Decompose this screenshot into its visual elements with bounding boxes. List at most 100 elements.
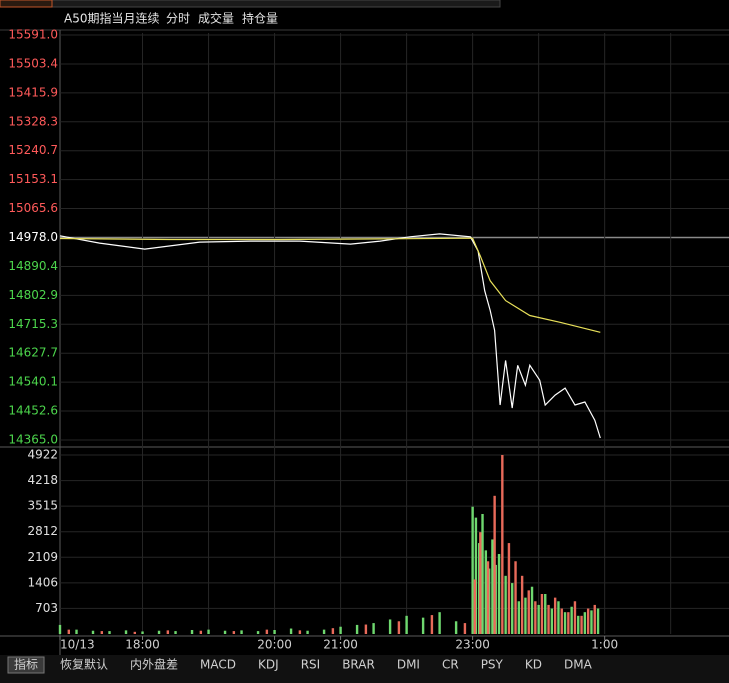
top-tab-active [0,0,53,8]
y-tick-label: 4218 [27,473,58,487]
bottom-tab[interactable]: RSI [301,658,321,672]
header-tab[interactable]: 持仓量 [242,11,278,26]
y-tick-label: 703 [35,601,58,615]
bottom-tab[interactable]: MACD [200,658,236,672]
volume-bar [497,553,501,634]
volume-bar [430,615,434,634]
volume-bar [583,612,587,634]
bottom-tab[interactable]: 内外盘差 [130,657,178,672]
y-tick-label: 14802.9 [8,288,58,302]
y-tick-label: 14365.0 [8,433,58,447]
volume-bar [166,630,170,634]
volume-bar [507,543,511,634]
volume-bar [124,630,128,634]
volume-bar [563,612,567,634]
y-tick-label: 2109 [27,550,58,564]
bottom-tab[interactable]: 恢复默认 [60,657,108,672]
bottom-tab[interactable]: KDJ [258,658,279,672]
volume-bar [534,601,537,634]
volume-bar [388,619,392,634]
x-tick-label: 18:00 [125,638,160,652]
y-tick-label: 15328.3 [8,114,58,128]
volume-bar [364,624,368,634]
price-line [59,237,601,333]
y-tick-label: 15240.7 [8,143,58,157]
header-tab[interactable]: 成交量 [198,11,234,26]
bottom-tab[interactable]: CR [442,658,459,672]
volume-bar [174,631,177,634]
volume-bar [580,615,583,634]
y-tick-label: 15591.0 [8,28,58,42]
volume-bar [339,626,342,634]
header-tab[interactable]: 分时 [166,12,190,26]
y-tick-label: 3515 [27,499,58,513]
volume-bar [199,630,203,634]
y-tick-label: 4922 [27,448,58,462]
bottom-tab-active [7,656,45,674]
volume-bar [306,630,309,634]
volume-bar [486,561,490,634]
volume-bar [577,615,580,634]
y-tick-label: 14627.7 [8,346,58,360]
volume-bar [517,601,521,634]
volume-bar [530,586,534,634]
volume-bar [273,629,276,634]
y-tick-label: 14452.6 [8,404,58,418]
x-tick-label: 10/13 [60,638,95,652]
y-tick-label: 14540.1 [8,375,58,389]
volume-bar [491,539,494,634]
volume-bar [593,604,596,634]
volume-bar [544,593,547,634]
volume-bar [322,629,326,634]
volume-bar [479,532,482,634]
volume-bar [557,601,560,634]
volume-bar [493,495,496,634]
volume-bar [504,575,507,634]
volume-bar [514,561,517,634]
volume-bar [567,612,570,634]
volume-bar [355,624,359,634]
volume-bar [560,608,563,634]
volume-bar [265,629,269,634]
y-tick-label: 15415.9 [8,85,58,99]
bottom-bar [0,655,729,683]
volume-bar [550,608,554,634]
volume-bar [481,513,484,634]
volume-bar [590,610,593,634]
bottom-tab[interactable]: KD [525,658,542,672]
volume-bar [553,597,557,634]
volume-bar [511,583,514,634]
volume-bar [501,455,504,634]
volume-bar [240,630,243,634]
volume-bar [298,630,302,634]
bottom-tab[interactable]: DMA [564,658,593,672]
volume-bar [520,575,524,634]
bottom-tab[interactable]: BRAR [342,658,375,672]
y-tick-label: 15065.6 [8,201,58,215]
volume-bar [570,606,573,634]
volume-bar [223,630,227,634]
volume-bar [190,629,194,634]
volume-bar [91,630,95,634]
bottom-tab[interactable]: DMI [397,658,420,672]
y-tick-label: 15153.1 [8,172,58,186]
bottom-tab[interactable]: 指标 [14,657,38,672]
volume-bar [454,621,458,634]
volume-bar [537,604,540,634]
volume-bar [405,615,408,634]
volume-bar [58,624,62,634]
bottom-tab[interactable]: PSY [481,658,504,672]
volume-bar [527,590,530,634]
volume-bar [75,629,78,634]
volume-bar [524,597,527,634]
volume-bar [484,550,488,634]
volume-bar [586,608,590,634]
volume-bar [108,631,111,634]
volume-bar [331,628,335,634]
volume-bar [473,579,477,634]
volume-bar [157,630,161,634]
x-tick-label: 1:00 [591,638,618,652]
x-tick-label: 20:00 [257,638,292,652]
